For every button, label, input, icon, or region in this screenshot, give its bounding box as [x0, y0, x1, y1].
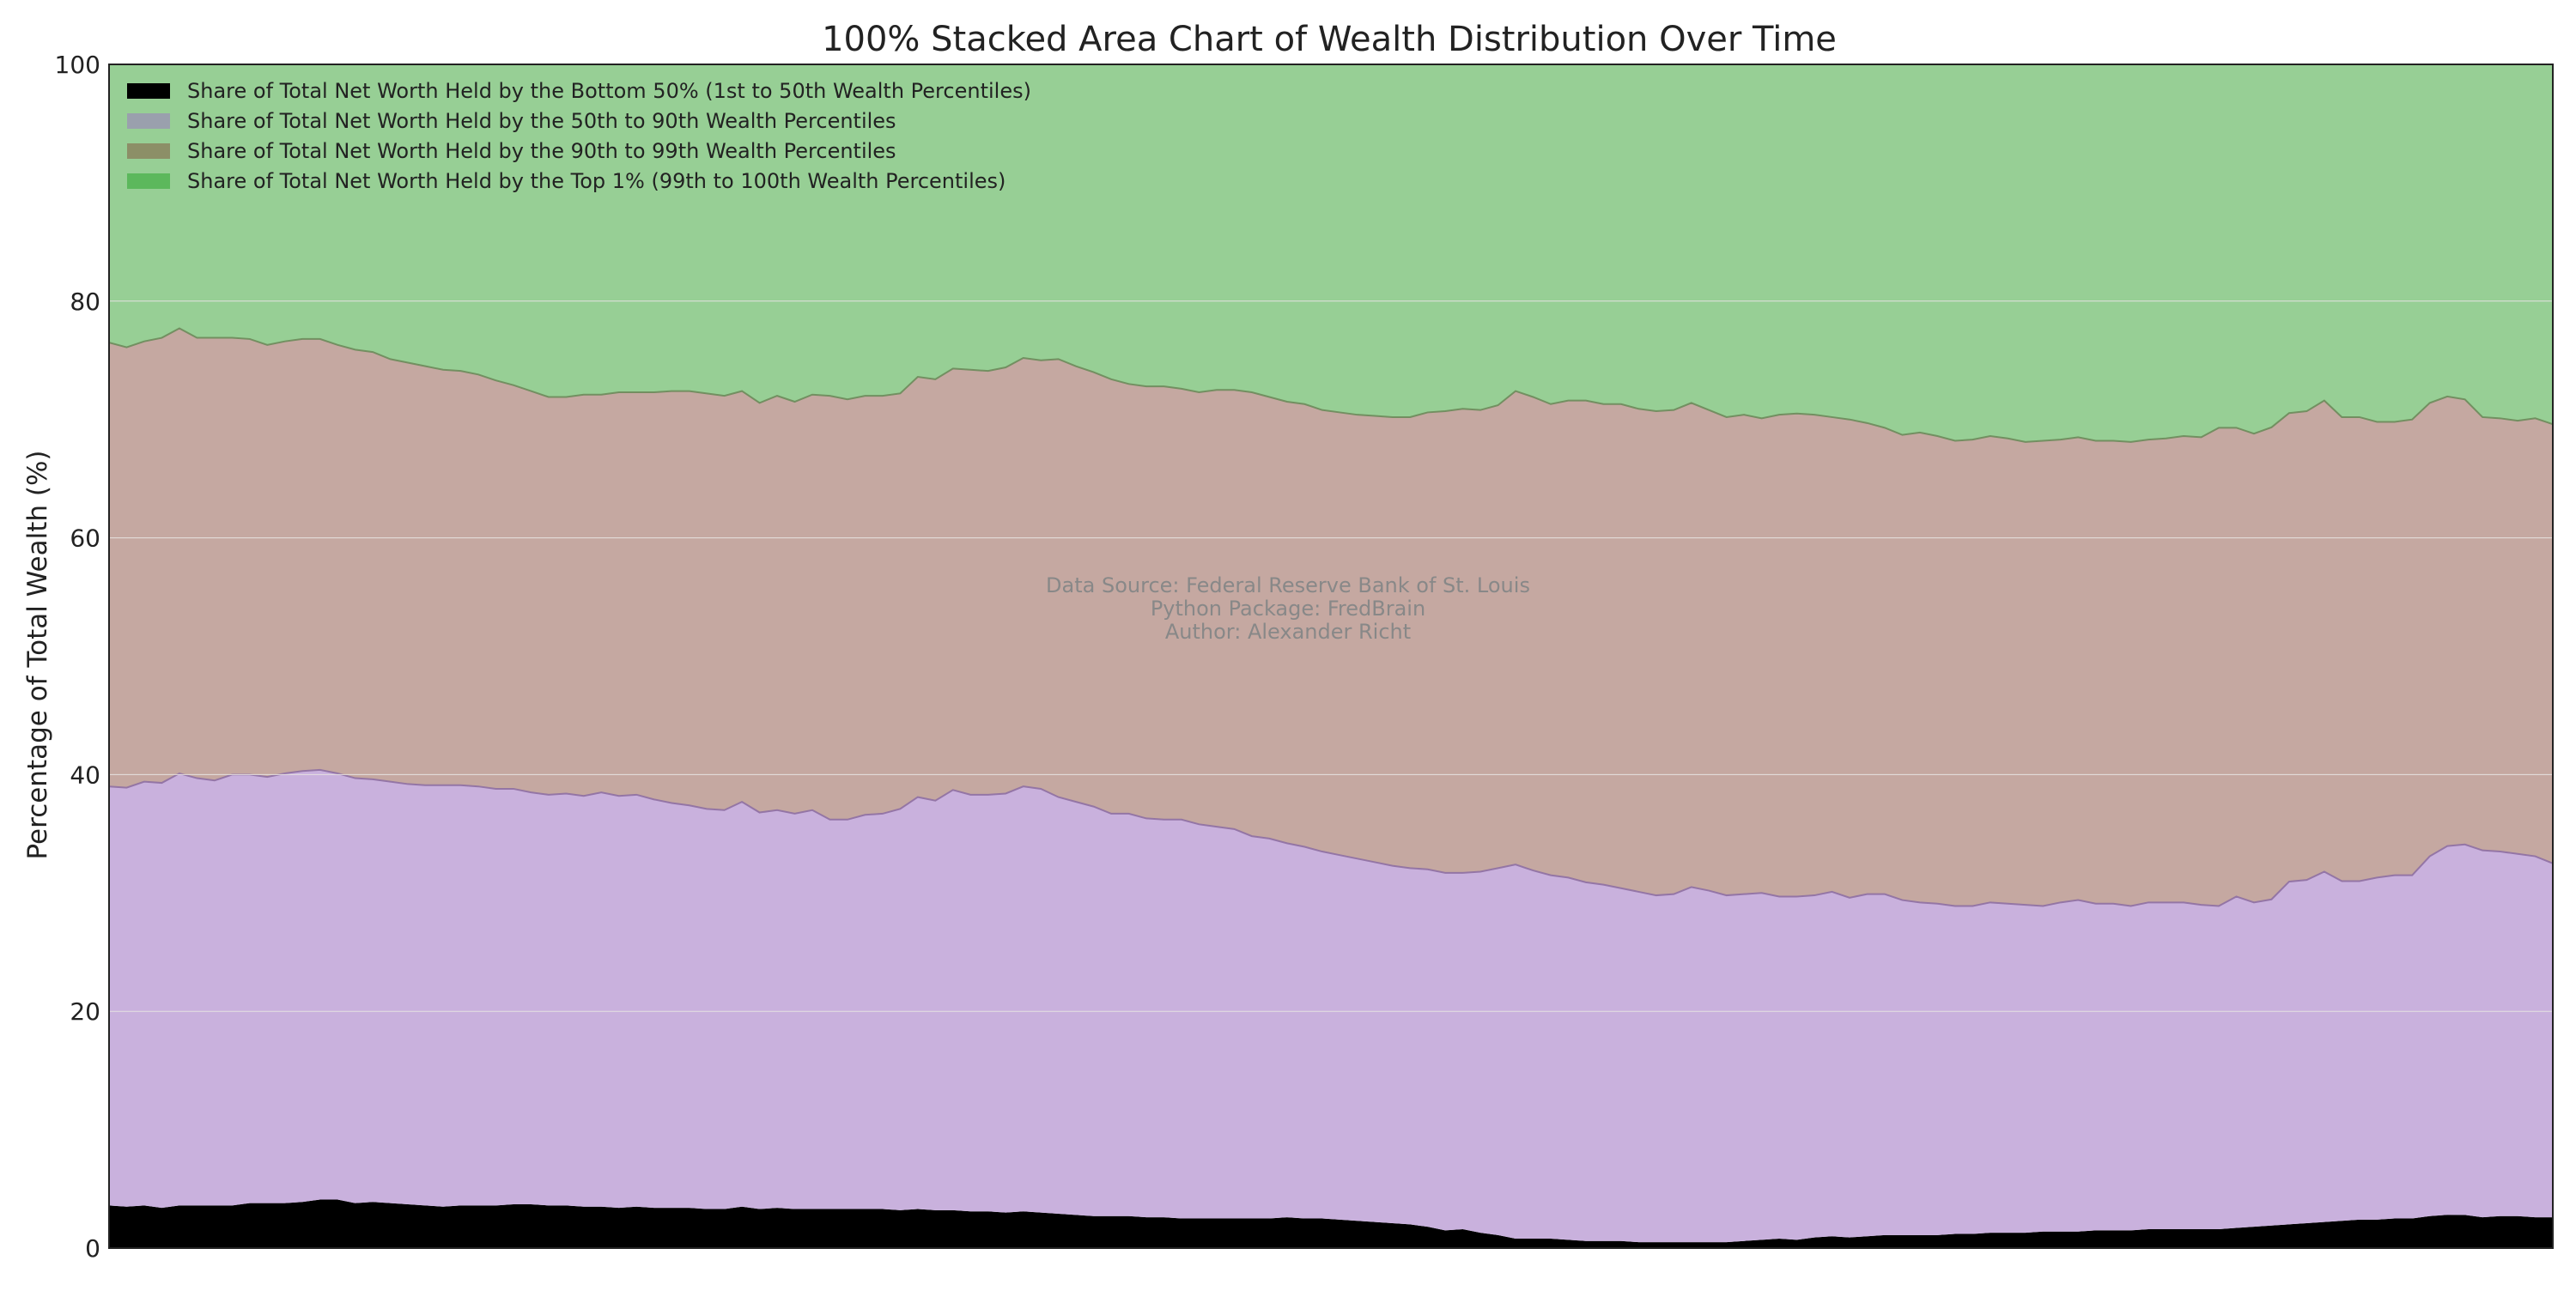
- y-tick-label: 60: [70, 524, 100, 553]
- series-boundary-line-2: [108, 327, 2554, 443]
- legend-swatch: [127, 113, 170, 129]
- annotation-line: Data Source: Federal Reserve Bank of St.…: [1046, 573, 1530, 597]
- legend-label: Share of Total Net Worth Held by the Top…: [187, 169, 1005, 193]
- area-series-2: [109, 769, 2553, 1243]
- legend-swatch: [127, 143, 170, 159]
- y-tick-label: 100: [55, 51, 100, 79]
- area-series: [108, 64, 2554, 1248]
- annotation-line: Python Package: FredBrain: [1151, 597, 1425, 621]
- legend-label: Share of Total Net Worth Held by the 50t…: [187, 109, 896, 133]
- chart-title: 100% Stacked Area Chart of Wealth Distri…: [822, 20, 1837, 59]
- plot-frame: [108, 64, 2554, 1249]
- y-tick-label: 0: [85, 1234, 100, 1263]
- area-series-4: [109, 64, 2553, 442]
- y-axis: 0 20 40 60 80 100: [55, 51, 100, 1263]
- y-tick-label: 80: [70, 288, 100, 316]
- annotation-block: Data Source: Federal Reserve Bank of St.…: [1046, 573, 1530, 644]
- y-axis-label: Percentage of Total Wealth (%): [22, 450, 53, 859]
- y-tick-label: 40: [70, 761, 100, 789]
- area-series-1: [109, 1199, 2553, 1248]
- series-boundary-line-1: [108, 768, 2554, 907]
- legend-swatch: [127, 173, 170, 189]
- legend: Share of Total Net Worth Held by the Bot…: [127, 79, 1031, 193]
- legend-swatch: [127, 83, 170, 99]
- area-series-3: [109, 328, 2553, 906]
- annotation-line: Author: Alexander Richt: [1165, 620, 1411, 644]
- legend-label: Share of Total Net Worth Held by the Bot…: [187, 79, 1031, 103]
- legend-label: Share of Total Net Worth Held by the 90t…: [187, 139, 896, 163]
- y-tick-label: 20: [70, 997, 100, 1026]
